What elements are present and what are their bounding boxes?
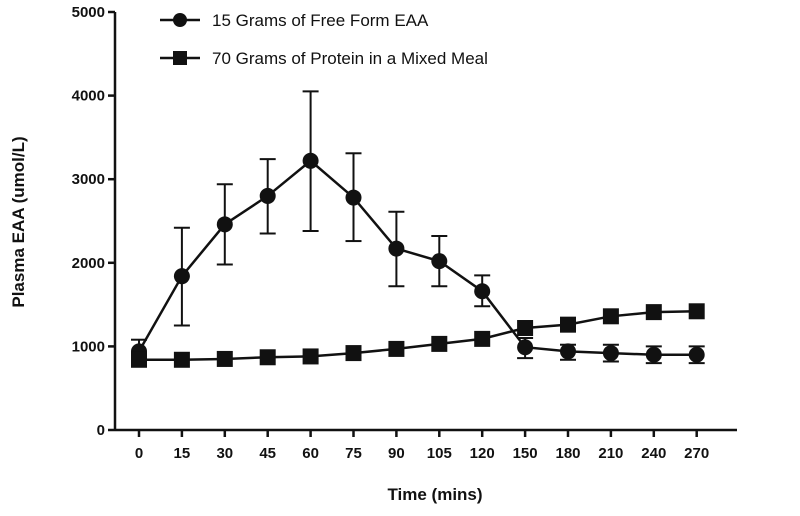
data-point-circle (602, 345, 619, 362)
data-point-circle (302, 152, 319, 169)
x-tick-label: 180 (555, 445, 580, 462)
marks (131, 90, 705, 368)
axes: 0 1000 2000 3000 4000 5000 0 15 30 45 60 75 90 105 120… (72, 4, 737, 462)
data-point-circle (431, 253, 448, 270)
legend-label-eaa: 15 Grams of Free Form EAA (212, 11, 429, 30)
x-tick-label: 30 (216, 445, 233, 462)
x-tick-label: 210 (598, 445, 623, 462)
data-point-square (388, 340, 405, 357)
x-tick-label: 120 (470, 445, 495, 462)
y-tick-label: 5000 (72, 4, 105, 21)
x-axis-label: Time (mins) (387, 485, 482, 504)
data-point-circle (345, 189, 362, 206)
data-point-square (173, 351, 190, 368)
x-tick-label: 150 (513, 445, 538, 462)
data-point-square (259, 349, 276, 366)
x-tick-label: 240 (641, 445, 666, 462)
data-point-circle (560, 343, 576, 360)
x-tick-label: 90 (388, 445, 405, 462)
x-tick-label: 0 (135, 445, 143, 462)
data-point-circle (388, 240, 405, 257)
x-tick-label: 45 (259, 445, 276, 462)
y-tick-label: 4000 (72, 88, 105, 105)
y-tick-label: 0 (97, 422, 105, 439)
y-tick-label: 3000 (72, 171, 105, 188)
data-point-circle (173, 268, 190, 285)
x-tick-label: 75 (345, 445, 362, 462)
data-point-square (431, 335, 448, 352)
data-point-square (517, 320, 534, 337)
data-point-circle (474, 283, 491, 300)
y-axis-label: Plasma EAA (umol/L) (9, 136, 28, 307)
data-point-circle (259, 187, 276, 204)
x-tick-label: 105 (427, 445, 452, 462)
data-point-circle (688, 346, 705, 363)
x-tick-label: 60 (302, 445, 319, 462)
legend: 15 Grams of Free Form EAA 70 Grams of Pr… (160, 11, 488, 68)
data-point-square (560, 316, 576, 333)
y-tick-label: 1000 (72, 338, 105, 355)
x-tick-label: 15 (174, 445, 191, 462)
data-point-square (474, 330, 491, 347)
data-point-square (216, 350, 233, 367)
y-tick-label: 2000 (72, 255, 105, 272)
data-point-square (645, 304, 662, 321)
data-point-square (688, 303, 705, 320)
data-point-square (602, 308, 619, 325)
data-point-circle (645, 346, 662, 363)
data-point-circle (517, 339, 534, 356)
data-point-square (345, 345, 362, 362)
data-point-square (131, 351, 147, 368)
series-line-1 (137, 159, 697, 357)
x-tick-label: 270 (684, 445, 709, 462)
data-point-circle (216, 216, 233, 233)
legend-label-meal: 70 Grams of Protein in a Mixed Meal (212, 49, 488, 68)
data-point-square (302, 348, 319, 365)
